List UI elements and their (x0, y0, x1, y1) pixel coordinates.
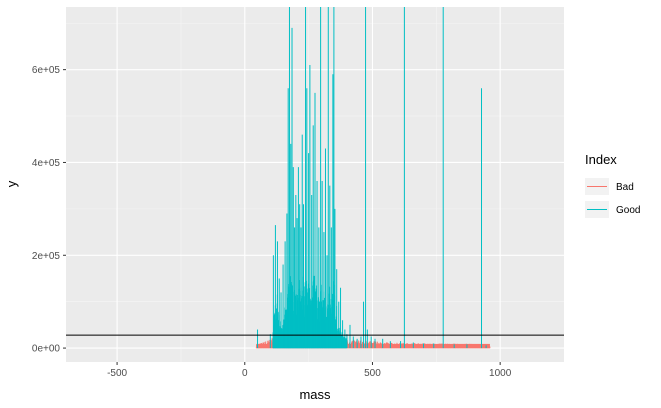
x-axis-title: mass (299, 387, 331, 402)
x-axis-ticks: -500 0 500 1000 (107, 362, 512, 379)
y-tick-label: 4e+05 (32, 158, 61, 169)
x-tick-label: 0 (242, 368, 248, 379)
legend-label-good: Good (616, 205, 640, 216)
legend-label-bad: Bad (616, 182, 634, 193)
y-axis-ticks: 0e+00 2e+05 4e+05 6e+05 (32, 65, 66, 355)
y-tick-label: 6e+05 (32, 65, 61, 76)
series-good (257, 7, 487, 349)
x-tick-label: 1000 (489, 368, 512, 379)
y-axis-title: y (4, 180, 19, 187)
legend: Index Bad Good (585, 152, 640, 218)
x-tick-label: 500 (364, 368, 381, 379)
bad-baseline-band (256, 343, 490, 349)
legend-title: Index (585, 152, 617, 167)
x-tick-label: -500 (107, 368, 127, 379)
y-tick-label: 2e+05 (32, 251, 61, 262)
y-tick-label: 0e+00 (32, 344, 61, 355)
